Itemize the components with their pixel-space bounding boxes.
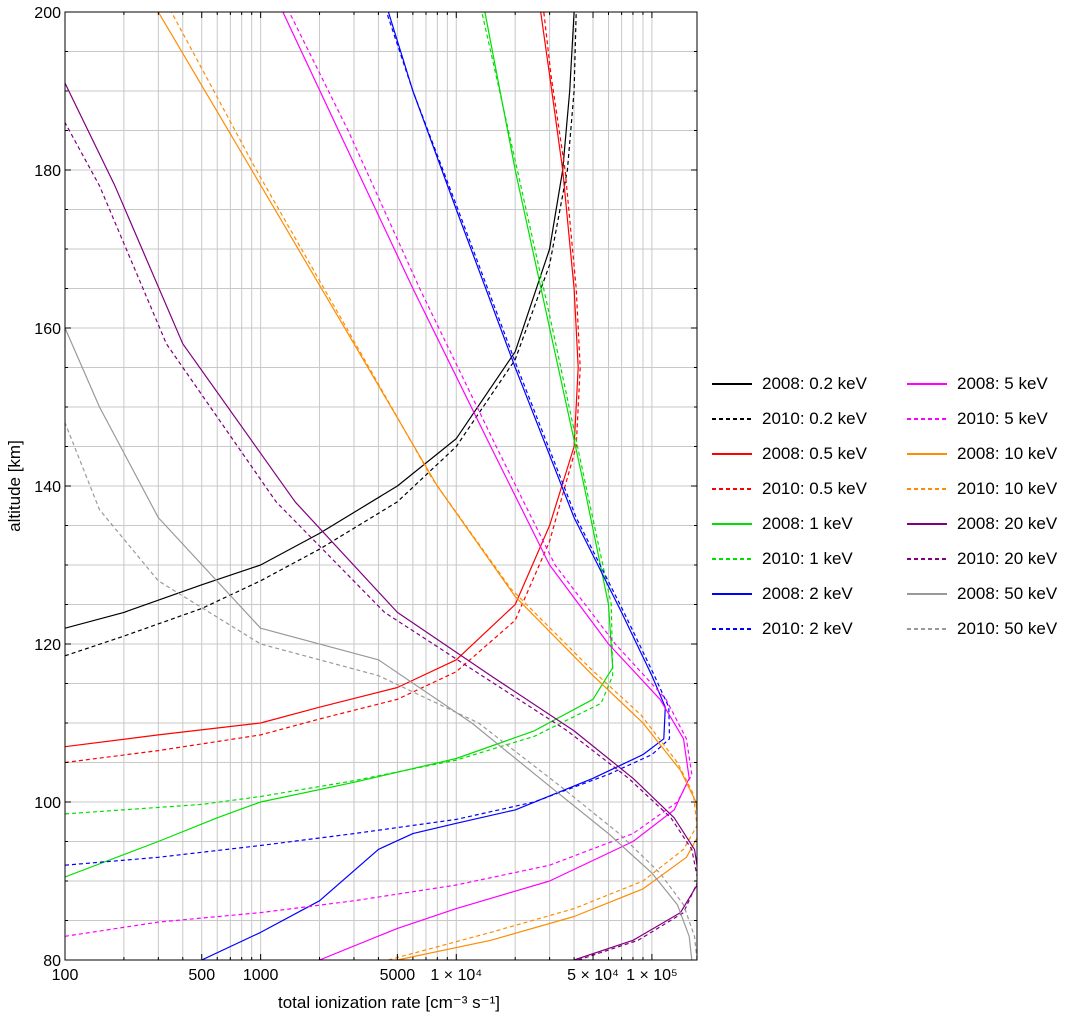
series-line-7 [65, 12, 671, 866]
series-line-6 [201, 12, 666, 960]
legend-swatch [712, 418, 752, 420]
x-axis-title: total ionization rate [cm⁻³ s⁻¹] [278, 993, 500, 1012]
legend-swatch [907, 418, 947, 420]
series-line-5 [65, 12, 614, 815]
legend-item: 2008: 0.5 keV [712, 442, 867, 466]
legend-label: 2010: 50 keV [957, 619, 1058, 638]
x-tick-label: 5000 [380, 967, 416, 984]
x-tick-label: 5 × 10⁴ [567, 967, 619, 984]
legend-item: 2008: 50 keV [907, 582, 1057, 606]
axis-ticks: 100 500 1000 5000 1 × 10⁴ 5 × 10⁴ 1 × 10⁵80100… [34, 5, 697, 984]
legend-swatch [907, 628, 947, 630]
legend-label: 2010: 2 keV [762, 619, 853, 638]
legend-swatch [907, 453, 947, 455]
x-tick-label: 100 [52, 967, 79, 984]
x-tick-label: 1 × 10⁴ [430, 967, 482, 984]
legend-swatch [712, 628, 752, 630]
legend-label: 2008: 0.5 keV [762, 444, 867, 463]
legend-item: 2010: 10 keV [907, 477, 1057, 501]
legend-label: 2010: 1 keV [762, 549, 853, 568]
legend-label: 2008: 50 keV [957, 584, 1058, 603]
legend-item: 2010: 1 keV [712, 547, 853, 571]
legend-item: 2008: 5 keV [907, 372, 1048, 396]
legend-swatch [907, 383, 947, 385]
series-line-1 [65, 12, 577, 657]
series-line-4 [65, 12, 614, 878]
legend-item: 2010: 50 keV [907, 617, 1057, 641]
legend-swatch [907, 523, 947, 525]
legend-label: 2010: 0.2 keV [762, 409, 867, 428]
legend-item: 2010: 0.2 keV [712, 407, 867, 431]
legend-item: 2008: 20 keV [907, 512, 1057, 536]
series-line-2 [65, 12, 579, 748]
legend-swatch [712, 453, 752, 455]
legend-label: 2010: 10 keV [957, 479, 1058, 498]
legend-swatch [712, 558, 752, 560]
legend-swatch [712, 488, 752, 490]
series-line-9 [65, 12, 693, 937]
legend-label: 2008: 10 keV [957, 444, 1058, 463]
legend-label: 2008: 2 keV [762, 584, 853, 603]
y-tick-label: 160 [34, 321, 61, 338]
legend-label: 2010: 0.5 keV [762, 479, 867, 498]
y-tick-label: 80 [43, 953, 61, 970]
legend-label: 2010: 20 keV [957, 549, 1058, 568]
legend-item: 2008: 10 keV [907, 442, 1057, 466]
y-tick-label: 200 [34, 5, 61, 22]
grid [64, 11, 697, 961]
y-tick-label: 180 [34, 163, 61, 180]
legend-item: 2008: 1 keV [712, 512, 853, 536]
legend-item: 2010: 0.5 keV [712, 477, 867, 501]
series-group [65, 12, 697, 960]
legend-item: 2008: 2 keV [712, 582, 853, 606]
series-line-11 [170, 12, 697, 960]
series-line-15 [65, 422, 697, 960]
series-line-0 [65, 12, 575, 629]
y-tick-label: 120 [34, 637, 61, 654]
x-tick-label: 1000 [243, 967, 279, 984]
y-axis-title: altitude [km] [5, 440, 24, 532]
series-line-8 [282, 12, 690, 960]
legend-swatch [712, 593, 752, 595]
legend-label: 2008: 5 keV [957, 374, 1048, 393]
series-line-13 [65, 122, 697, 960]
legend-item: 2010: 2 keV [712, 617, 853, 641]
y-tick-label: 100 [34, 795, 61, 812]
series-line-14 [65, 327, 693, 960]
legend-swatch [907, 488, 947, 490]
series-line-3 [65, 12, 581, 764]
legend-swatch [907, 558, 947, 560]
legend-label: 2008: 0.2 keV [762, 374, 867, 393]
legend-label: 2008: 1 keV [762, 514, 853, 533]
x-tick-label: 500 [188, 967, 215, 984]
x-tick-label: 1 × 10⁵ [626, 967, 678, 984]
legend-item: 2008: 0.2 keV [712, 372, 867, 396]
series-line-12 [65, 82, 697, 960]
legend-swatch [712, 523, 752, 525]
legend-label: 2010: 5 keV [957, 409, 1048, 428]
series-line-10 [157, 12, 697, 960]
legend-label: 2008: 20 keV [957, 514, 1058, 533]
y-tick-label: 140 [34, 479, 61, 496]
legend-swatch [712, 383, 752, 385]
legend-swatch [907, 593, 947, 595]
legend-item: 2010: 20 keV [907, 547, 1057, 571]
legend-item: 2010: 5 keV [907, 407, 1048, 431]
